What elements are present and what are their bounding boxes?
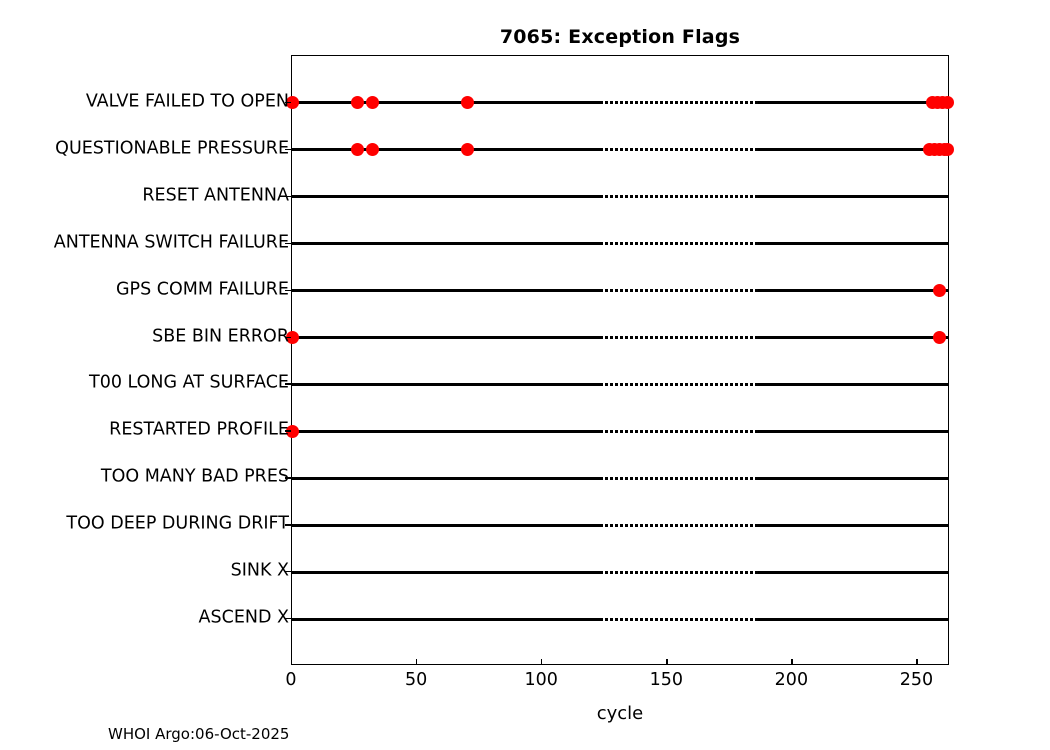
- y-tick-label: SINK X: [230, 560, 289, 581]
- x-tick-label: 100: [524, 670, 558, 690]
- y-tick-mark: [285, 524, 291, 526]
- flag-baseline-dashed-segment: [599, 476, 758, 480]
- y-tick-mark: [285, 571, 291, 573]
- flag-baseline-dashed-segment: [599, 617, 758, 621]
- y-tick-label: GPS COMM FAILURE: [115, 278, 289, 299]
- x-tick-mark: [416, 659, 418, 665]
- y-tick-mark: [285, 101, 291, 104]
- x-tick-label: 50: [404, 670, 428, 690]
- data-point-marker: [285, 96, 299, 110]
- plot-area: [285, 55, 954, 665]
- data-point-marker: [460, 96, 474, 110]
- flag-baseline-dashed-segment: [599, 195, 758, 199]
- y-tick-label: RESET ANTENNA: [142, 185, 289, 206]
- y-tick-label: VALVE FAILED TO OPEN: [85, 91, 289, 112]
- data-point-marker: [460, 143, 474, 157]
- flag-baseline-dashed-segment: [599, 336, 758, 340]
- data-point-marker: [933, 331, 947, 345]
- flag-baseline-dashed-segment: [599, 148, 758, 152]
- y-tick-mark: [285, 242, 291, 244]
- y-tick-mark: [285, 289, 291, 291]
- data-point-marker: [285, 331, 299, 345]
- x-tick-label: 150: [649, 670, 683, 690]
- data-point-marker: [350, 96, 364, 110]
- x-axis-label: cycle: [596, 703, 644, 724]
- flag-baseline-dashed-segment: [599, 570, 758, 574]
- y-tick-label: ANTENNA SWITCH FAILURE: [53, 231, 289, 252]
- y-tick-mark: [285, 336, 291, 338]
- x-tick-label: 0: [285, 670, 297, 690]
- footer-credit: WHOI Argo:06-Oct-2025: [108, 725, 290, 743]
- x-tick-mark: [791, 659, 793, 665]
- y-tick-mark: [285, 430, 291, 432]
- data-point-marker: [933, 284, 947, 298]
- y-tick-mark: [285, 477, 291, 479]
- y-tick-label: SBE BIN ERROR: [152, 325, 289, 346]
- y-tick-label: TOO MANY BAD PRES: [100, 466, 289, 487]
- data-point-marker: [940, 143, 954, 157]
- flag-baseline-dashed-segment: [599, 289, 758, 293]
- x-tick-mark: [916, 659, 918, 665]
- data-point-marker: [285, 424, 299, 438]
- flag-baseline-dashed-segment: [599, 429, 758, 433]
- y-tick-label: ASCEND X: [198, 607, 289, 628]
- y-tick-mark: [285, 618, 291, 620]
- x-tick-mark: [291, 659, 293, 665]
- flag-baseline-dashed-segment: [599, 242, 758, 246]
- y-tick-label: TOO DEEP DURING DRIFT: [66, 513, 289, 534]
- data-point-marker: [365, 143, 379, 157]
- data-point-marker: [940, 96, 954, 110]
- flag-baseline-dashed-segment: [599, 101, 758, 105]
- x-tick-mark: [666, 659, 668, 665]
- x-tick-mark: [541, 659, 543, 665]
- y-tick-label: QUESTIONABLE PRESSURE: [55, 138, 289, 159]
- data-point-marker: [365, 96, 379, 110]
- x-tick-label: 200: [774, 670, 809, 690]
- y-tick-label: T00 LONG AT SURFACE: [89, 372, 289, 393]
- y-tick-mark: [285, 195, 291, 198]
- y-tick-mark: [285, 383, 291, 385]
- flag-baseline-dashed-segment: [599, 523, 758, 527]
- y-tick-mark: [285, 148, 291, 151]
- y-tick-label: RESTARTED PROFILE: [109, 419, 289, 440]
- chart-title: 7065: Exception Flags: [499, 26, 741, 48]
- x-tick-label: 250: [899, 670, 934, 690]
- flag-baseline-dashed-segment: [599, 382, 758, 386]
- data-point-marker: [350, 143, 364, 157]
